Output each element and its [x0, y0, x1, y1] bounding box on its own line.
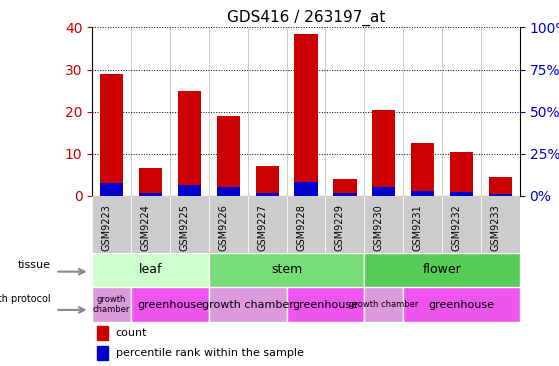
- Text: GSM9224: GSM9224: [140, 204, 150, 251]
- Bar: [450, 152, 473, 196]
- Bar: [97, 346, 108, 360]
- Bar: [209, 287, 287, 322]
- Text: tissue: tissue: [18, 260, 51, 270]
- Bar: [450, 192, 473, 196]
- Bar: [139, 193, 162, 196]
- Text: GSM9226: GSM9226: [219, 204, 228, 251]
- Text: greenhouse: greenhouse: [429, 300, 495, 310]
- Bar: [92, 253, 209, 287]
- Bar: [287, 287, 364, 322]
- Text: growth chamber: growth chamber: [349, 300, 419, 309]
- Bar: [131, 287, 209, 322]
- Bar: [403, 287, 520, 322]
- Bar: [411, 143, 434, 196]
- Text: stem: stem: [271, 264, 302, 276]
- Bar: [364, 196, 403, 253]
- Bar: [217, 116, 240, 196]
- Bar: [295, 34, 318, 196]
- Bar: [442, 196, 481, 253]
- Bar: [403, 196, 442, 253]
- Text: percentile rank within the sample: percentile rank within the sample: [116, 348, 304, 358]
- Text: greenhouse: greenhouse: [292, 300, 358, 310]
- Text: growth
chamber: growth chamber: [93, 295, 130, 314]
- Text: growth chamber: growth chamber: [202, 300, 293, 310]
- Text: GSM9223: GSM9223: [102, 204, 112, 251]
- Bar: [372, 109, 395, 196]
- Bar: [100, 74, 124, 196]
- Bar: [178, 185, 201, 196]
- Bar: [287, 196, 325, 253]
- Bar: [411, 191, 434, 196]
- Title: GDS416 / 263197_at: GDS416 / 263197_at: [227, 10, 385, 26]
- Bar: [248, 196, 287, 253]
- Bar: [139, 168, 162, 196]
- Text: GSM9228: GSM9228: [296, 204, 306, 251]
- Text: GSM9232: GSM9232: [452, 204, 462, 251]
- Text: GSM9230: GSM9230: [374, 204, 384, 251]
- Bar: [92, 287, 131, 322]
- Text: GSM9227: GSM9227: [257, 204, 267, 251]
- Bar: [481, 196, 520, 253]
- Bar: [364, 253, 520, 287]
- Text: GSM9233: GSM9233: [490, 204, 500, 251]
- Bar: [364, 287, 403, 322]
- Text: growth protocol: growth protocol: [0, 295, 51, 305]
- Bar: [255, 193, 279, 196]
- Text: GSM9229: GSM9229: [335, 204, 345, 251]
- Bar: [178, 90, 201, 196]
- Bar: [372, 187, 395, 196]
- Bar: [100, 183, 124, 196]
- Text: greenhouse: greenhouse: [137, 300, 203, 310]
- Text: GSM9231: GSM9231: [413, 204, 423, 251]
- Bar: [209, 253, 364, 287]
- Bar: [325, 196, 364, 253]
- Bar: [295, 182, 318, 196]
- Text: count: count: [116, 328, 147, 338]
- Bar: [97, 326, 108, 340]
- Bar: [255, 166, 279, 196]
- Bar: [170, 196, 209, 253]
- Bar: [131, 196, 170, 253]
- Bar: [333, 193, 357, 196]
- Text: leaf: leaf: [139, 264, 162, 276]
- Text: flower: flower: [423, 264, 462, 276]
- Bar: [489, 177, 512, 196]
- Bar: [209, 196, 248, 253]
- Bar: [217, 187, 240, 196]
- Text: GSM9225: GSM9225: [179, 204, 190, 251]
- Bar: [489, 194, 512, 196]
- Bar: [333, 179, 357, 196]
- Bar: [92, 196, 131, 253]
